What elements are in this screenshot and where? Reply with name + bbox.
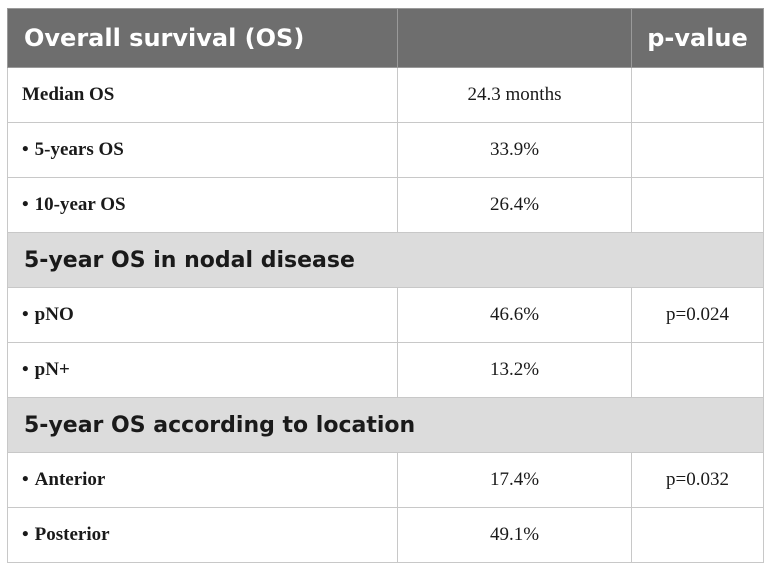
row-p-value <box>631 67 764 123</box>
row-label: Anterior <box>34 469 106 490</box>
row-label: 10-year OS <box>34 194 126 215</box>
row-p-value <box>631 122 764 178</box>
row-label: Posterior <box>34 524 110 545</box>
table-row: • pN+ 13.2% <box>7 342 764 398</box>
row-value: 24.3 months <box>397 67 632 123</box>
bullet-icon: • <box>22 194 29 215</box>
row-value: 49.1% <box>397 507 632 563</box>
row-p-value <box>631 507 764 563</box>
header-overall-survival: Overall survival (OS) <box>7 8 398 68</box>
row-label-cell: • 10-year OS <box>7 177 398 233</box>
table-row: • Posterior 49.1% <box>7 507 764 563</box>
row-label: pNO <box>34 304 74 325</box>
row-label-cell: • Posterior <box>7 507 398 563</box>
bullet-icon: • <box>22 359 29 380</box>
table-header-row: Overall survival (OS) p-value <box>7 8 764 68</box>
table-body: Overall survival (OS) p-value Median OS 2… <box>7 8 764 563</box>
section-label: 5-year OS according to location <box>7 397 764 453</box>
row-label-cell: Median OS <box>7 67 398 123</box>
row-label-cell: • Anterior <box>7 452 398 508</box>
header-p-value: p-value <box>631 8 764 68</box>
row-value: 46.6% <box>397 287 632 343</box>
header-value <box>397 8 632 68</box>
table-row: • 10-year OS 26.4% <box>7 177 764 233</box>
row-value: 26.4% <box>397 177 632 233</box>
survival-table: Overall survival (OS) p-value Median OS 2… <box>7 8 764 563</box>
bullet-icon: • <box>22 139 29 160</box>
row-label: pN+ <box>34 359 70 380</box>
table-row: • Anterior 17.4% p=0.032 <box>7 452 764 508</box>
row-label-cell: • 5-years OS <box>7 122 398 178</box>
row-value: 33.9% <box>397 122 632 178</box>
row-value: 13.2% <box>397 342 632 398</box>
table-row: Median OS 24.3 months <box>7 67 764 123</box>
row-p-value <box>631 177 764 233</box>
bullet-icon: • <box>22 524 29 545</box>
section-label: 5-year OS in nodal disease <box>7 232 764 288</box>
section-row: 5-year OS according to location <box>7 397 764 453</box>
row-label-cell: • pN+ <box>7 342 398 398</box>
row-p-value <box>631 342 764 398</box>
table-row: • 5-years OS 33.9% <box>7 122 764 178</box>
row-label: 5-years OS <box>34 139 124 160</box>
bullet-icon: • <box>22 469 29 490</box>
section-row: 5-year OS in nodal disease <box>7 232 764 288</box>
bullet-icon: • <box>22 304 29 325</box>
row-value: 17.4% <box>397 452 632 508</box>
row-label-cell: • pNO <box>7 287 398 343</box>
row-label: Median OS <box>22 84 115 105</box>
row-p-value: p=0.024 <box>631 287 764 343</box>
row-p-value: p=0.032 <box>631 452 764 508</box>
table-row: • pNO 46.6% p=0.024 <box>7 287 764 343</box>
